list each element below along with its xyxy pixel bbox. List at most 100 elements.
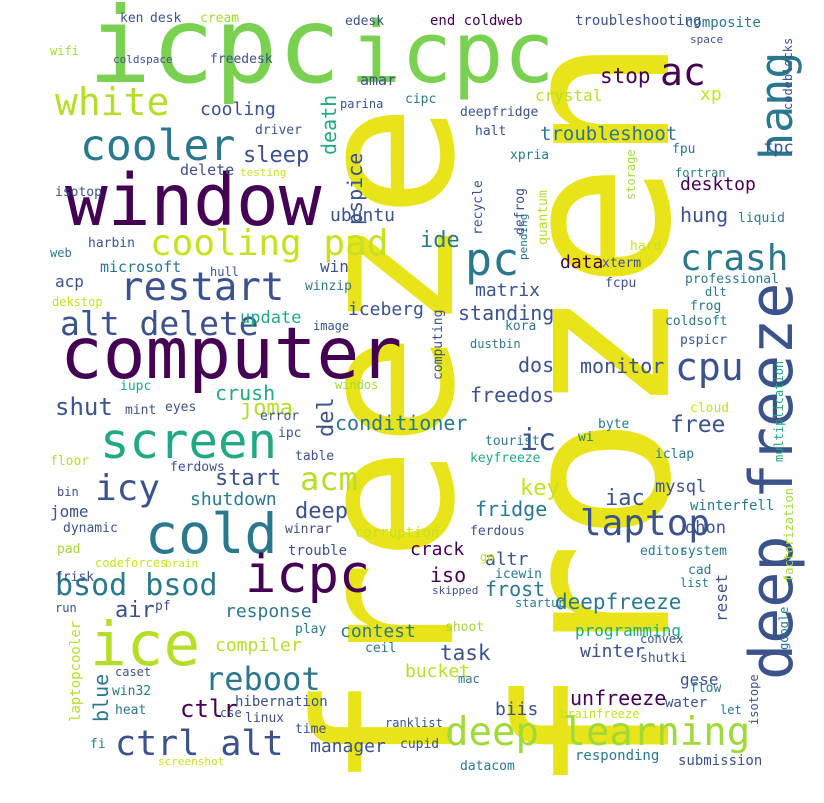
- word: desk: [150, 11, 181, 26]
- word: cpu: [675, 345, 744, 389]
- word: keyfreeze: [470, 451, 541, 466]
- word: windos: [335, 378, 378, 392]
- word: iac: [605, 486, 645, 511]
- word: dustbin: [470, 337, 521, 351]
- word: deep freeze: [737, 283, 807, 680]
- word: xp: [700, 84, 722, 105]
- word: defrog: [513, 188, 528, 235]
- word: multiplication: [772, 361, 786, 462]
- word: mysql: [655, 477, 706, 497]
- word: start: [215, 466, 281, 491]
- word: end coldweb: [430, 13, 523, 29]
- word: matrix: [475, 280, 540, 301]
- word: ken: [120, 11, 143, 26]
- word: crush: [215, 381, 275, 405]
- word: submission: [678, 753, 762, 769]
- word: halt: [475, 124, 506, 139]
- word: air: [115, 598, 155, 623]
- word: let: [720, 703, 742, 717]
- word: ipc: [278, 426, 301, 441]
- word: hull: [210, 265, 239, 279]
- word: system: [680, 544, 727, 559]
- word: data: [560, 252, 603, 273]
- word: fpc: [763, 138, 794, 158]
- word: run: [55, 601, 77, 615]
- word: byte: [598, 417, 629, 432]
- word: cooling: [200, 99, 276, 120]
- word: contest: [340, 621, 416, 642]
- word: standing: [458, 301, 554, 325]
- word: xterm: [602, 256, 641, 271]
- word: alt delete: [60, 304, 259, 343]
- word: unfreeze: [570, 686, 666, 710]
- word: ide: [420, 228, 460, 253]
- word: iceberg: [348, 299, 424, 320]
- word: del: [314, 397, 339, 437]
- word: programming: [575, 621, 681, 640]
- word: table: [295, 449, 334, 464]
- word: monitor: [580, 354, 664, 378]
- word: list: [680, 576, 709, 590]
- word: editor: [640, 544, 687, 559]
- word: jome: [50, 502, 89, 521]
- word: cad: [688, 563, 711, 578]
- word: pad: [57, 542, 80, 557]
- word: frost: [485, 577, 545, 601]
- word: frozen: [473, 36, 718, 795]
- word: reset: [712, 574, 731, 622]
- word: eyes: [165, 400, 196, 415]
- word: blue: [89, 674, 113, 722]
- word: fcpu: [605, 276, 636, 291]
- word: convex: [640, 632, 683, 646]
- word: ice: [90, 609, 200, 680]
- word: bsod bsod: [55, 568, 218, 603]
- word: brainfreeze: [560, 707, 639, 721]
- word: troubleshooting: [575, 13, 701, 29]
- word: update: [240, 308, 301, 328]
- word: compiler: [215, 635, 302, 656]
- word: ac: [660, 50, 706, 94]
- word: pf: [155, 599, 171, 614]
- word: play: [295, 622, 326, 637]
- word: sleep: [243, 143, 309, 168]
- word: computer: [60, 312, 402, 395]
- word: web: [50, 246, 72, 260]
- word: crystal: [535, 86, 602, 105]
- word: joma: [240, 396, 293, 421]
- word: coldspace: [113, 53, 173, 66]
- word: isotop: [55, 185, 102, 200]
- word: harbin: [88, 236, 135, 251]
- word: coldsoft: [665, 314, 728, 329]
- word: testing: [240, 166, 286, 179]
- word: shut: [55, 393, 113, 421]
- word: google: [777, 607, 791, 650]
- word: frog: [690, 299, 721, 314]
- word: water: [665, 695, 707, 711]
- word: skipped: [432, 584, 478, 597]
- word: space: [690, 33, 723, 46]
- word: acm: [300, 460, 358, 498]
- word: caset: [115, 665, 151, 679]
- word: tourist: [485, 434, 540, 449]
- word: free: [670, 412, 725, 438]
- word: isotope: [747, 674, 761, 725]
- word: driver: [255, 123, 302, 138]
- word: troubleshoot: [540, 123, 677, 145]
- word: liquid: [738, 211, 785, 226]
- word: bucket: [405, 661, 470, 682]
- word: wi: [578, 430, 594, 445]
- word: mint: [125, 403, 156, 418]
- word: window: [65, 159, 322, 242]
- word: edesk: [345, 14, 384, 29]
- word: cooling pad: [150, 223, 388, 264]
- word: bin: [57, 485, 79, 499]
- word: dekstop: [52, 295, 103, 309]
- word: cupid: [400, 737, 439, 752]
- word: white: [55, 80, 169, 124]
- word: microsoft: [100, 258, 181, 276]
- word: dhon: [685, 518, 726, 538]
- word: crack: [410, 539, 464, 560]
- word: corruption: [355, 525, 439, 541]
- word: icewin: [495, 567, 542, 582]
- word: startup: [515, 596, 566, 610]
